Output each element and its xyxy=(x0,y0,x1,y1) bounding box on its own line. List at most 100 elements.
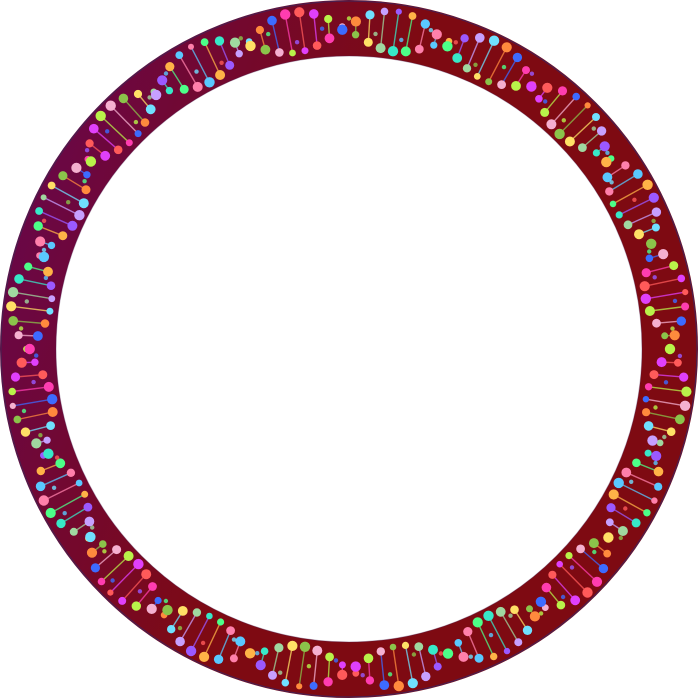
dna-bead-small xyxy=(41,218,47,223)
dna-bead-small xyxy=(387,672,393,677)
dna-bead xyxy=(235,636,246,647)
dna-bead xyxy=(324,14,333,24)
dna-bead-small xyxy=(266,31,271,37)
dna-bead xyxy=(407,678,418,689)
dna-bead xyxy=(603,549,612,558)
dna-rung xyxy=(18,278,52,287)
dna-bead xyxy=(145,104,156,115)
dna-rung xyxy=(40,472,72,487)
dna-bead xyxy=(118,93,129,104)
dna-bead xyxy=(452,53,463,63)
dna-bead xyxy=(38,251,50,263)
dna-rung xyxy=(568,555,598,583)
dna-bead-small xyxy=(41,247,47,253)
dna-bead xyxy=(430,41,438,49)
dna-bead xyxy=(83,502,93,512)
dna-bead xyxy=(605,187,614,196)
dna-bead xyxy=(510,605,519,614)
dna-bead xyxy=(490,652,498,661)
dna-bead xyxy=(95,110,106,122)
dna-bead xyxy=(548,570,557,579)
dna-bead xyxy=(125,139,133,147)
dna-bead xyxy=(58,231,68,241)
dna-rung xyxy=(38,210,73,227)
dna-bead xyxy=(167,625,176,634)
dna-rung xyxy=(43,196,80,216)
dna-bead-small xyxy=(82,179,87,184)
dna-bead xyxy=(389,643,397,651)
dna-bead xyxy=(646,238,657,249)
dna-bead xyxy=(325,652,334,662)
dna-bead xyxy=(225,60,235,70)
dna-bead-small xyxy=(62,511,67,516)
dna-bead xyxy=(401,641,410,650)
dna-bead xyxy=(43,381,54,392)
dna-bead-small xyxy=(110,578,115,583)
dna-bead xyxy=(623,220,633,230)
dna-bead-small xyxy=(399,37,404,43)
dna-bead xyxy=(621,467,632,478)
dna-bead xyxy=(35,481,46,492)
dna-bead xyxy=(84,516,95,527)
dna-bead xyxy=(235,50,243,58)
dna-bead xyxy=(656,439,664,447)
dna-bead xyxy=(651,207,662,217)
dna-bead-small xyxy=(561,118,566,123)
dna-bead xyxy=(217,618,225,626)
dna-bead-small xyxy=(672,298,678,304)
dna-bead xyxy=(296,683,303,690)
dna-bead xyxy=(666,427,676,437)
dna-bead xyxy=(337,669,348,681)
dna-bead xyxy=(631,518,641,528)
dna-bead xyxy=(634,229,644,240)
dna-bead xyxy=(596,126,607,136)
dna-bead xyxy=(556,600,566,610)
dna-rung xyxy=(12,291,52,300)
dna-bead xyxy=(643,509,651,517)
dna-rung xyxy=(500,611,519,643)
dna-bead-small xyxy=(373,31,378,37)
dna-bead xyxy=(177,606,188,616)
dna-bead xyxy=(74,210,85,221)
dna-bead xyxy=(33,221,43,231)
dna-bead xyxy=(554,128,565,140)
dna-bead xyxy=(676,316,686,326)
dna-bead xyxy=(557,86,568,96)
dna-bead xyxy=(338,661,346,669)
dna-bead xyxy=(244,648,256,659)
dna-rung xyxy=(653,373,684,378)
dna-bead xyxy=(651,450,662,462)
dna-bead xyxy=(633,169,643,179)
dna-bead-layer xyxy=(6,7,692,692)
dna-bead xyxy=(442,648,454,659)
dna-bead xyxy=(511,81,521,91)
dna-rung xyxy=(392,646,400,687)
dna-rung xyxy=(477,622,495,657)
dna-bead-small xyxy=(609,180,614,185)
dna-bead-small xyxy=(84,148,90,153)
dna-bead xyxy=(613,477,624,489)
dna-bead xyxy=(157,75,168,86)
dna-bead xyxy=(640,293,651,304)
dna-bead xyxy=(6,301,17,312)
dna-bead-small xyxy=(670,326,675,331)
dna-bead xyxy=(146,603,157,615)
dna-bead xyxy=(661,332,669,340)
dna-bead xyxy=(591,576,603,587)
dna-bead xyxy=(541,582,552,593)
dna-bead-small xyxy=(18,326,24,331)
dna-bead xyxy=(214,36,225,46)
dna-bead-small xyxy=(133,119,139,125)
dna-bead-small xyxy=(294,40,300,45)
dna-bead xyxy=(475,33,485,43)
dna-bead xyxy=(36,466,45,476)
dna-bead xyxy=(46,307,54,315)
dna-bead xyxy=(632,458,641,468)
dna-bead xyxy=(85,156,97,167)
dna-bead xyxy=(679,400,691,411)
dna-bead xyxy=(503,647,511,655)
dna-bead-small xyxy=(623,506,628,511)
dna-bead xyxy=(281,678,290,687)
dna-bead xyxy=(556,560,563,568)
dna-rung xyxy=(50,493,86,514)
